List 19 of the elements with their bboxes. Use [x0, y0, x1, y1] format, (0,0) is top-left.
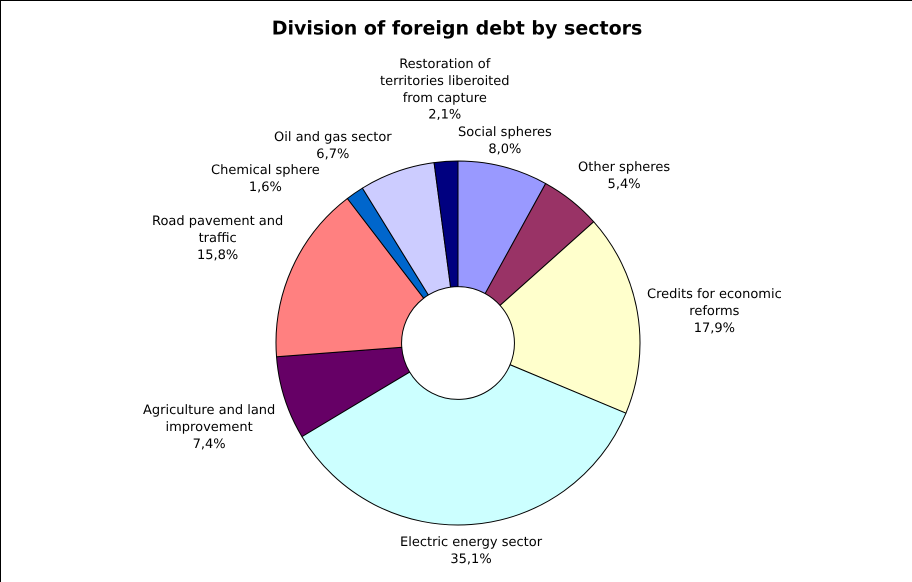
- data-label: 1,6%: [248, 180, 282, 195]
- data-label: 35,1%: [450, 552, 492, 567]
- slice-label: Credits for economic reforms: [647, 287, 782, 319]
- slice-label: Road pavement and traffic: [152, 214, 284, 246]
- slice-label: Restoration of territories liberoited from capture: [380, 57, 510, 106]
- chart-title: Division of foreign debt by sectors: [272, 18, 642, 40]
- data-label: 2,1%: [428, 108, 462, 123]
- slice-label: Electric energy sector: [400, 535, 543, 550]
- data-label: 6,7%: [316, 146, 350, 162]
- data-label: 7,4%: [192, 436, 226, 452]
- data-label: 17,9%: [694, 320, 736, 336]
- slice-label: Social spheres: [458, 125, 552, 140]
- slice-label: Chemical sphere: [211, 163, 320, 178]
- data-label: 8,0%: [488, 142, 522, 157]
- data-label: 5,4%: [608, 176, 641, 192]
- slice-label: Oil and gas sector: [274, 130, 392, 145]
- slice-label: Other spheres: [578, 160, 670, 175]
- data-label: 15,8%: [196, 248, 238, 263]
- slice-label: Agriculture and land improvement: [143, 403, 276, 435]
